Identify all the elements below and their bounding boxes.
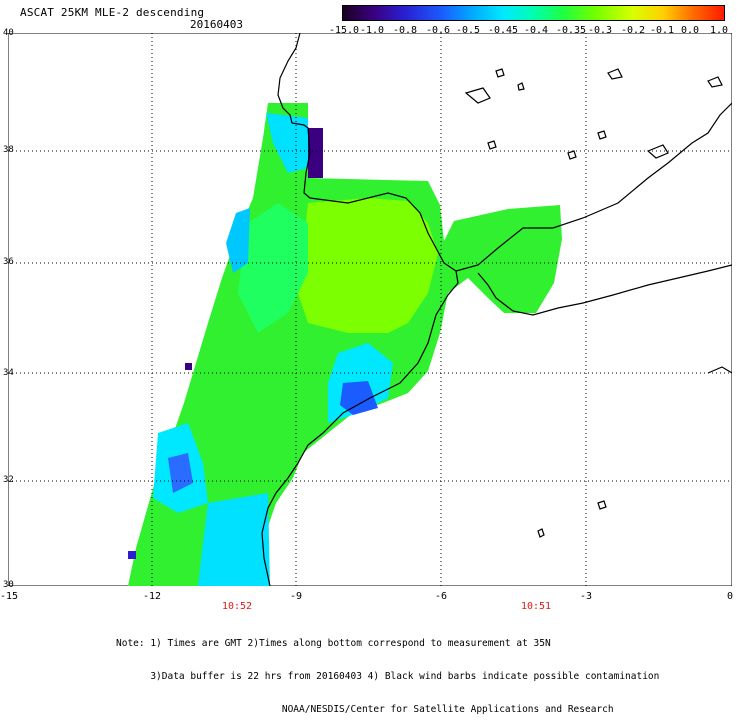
swath-cyan-edge: [226, 208, 250, 273]
note-line: 3)Data buffer is 22 hrs from 20160403 4)…: [116, 671, 660, 682]
lon-label: -12: [142, 591, 162, 602]
swath-purple-dot: [185, 363, 192, 370]
cb-label: -0.2: [620, 25, 646, 36]
lat-label: 32: [3, 475, 14, 485]
cb-label: -1.0: [359, 25, 385, 36]
cb-label: -0.1: [649, 25, 675, 36]
cb-label: 0.0: [680, 25, 700, 36]
swath-blue-dot: [128, 551, 136, 559]
swath-purple: [308, 128, 323, 178]
lat-label: 36: [3, 257, 14, 267]
cb-label: -0.35: [555, 25, 587, 36]
swath-greenyellow: [298, 198, 438, 333]
footer-note: Note: 1) Times are GMT 2)Times along bot…: [116, 616, 659, 726]
cb-label: 1.0: [709, 25, 729, 36]
map-area: [8, 33, 732, 586]
lon-label: -3: [579, 591, 593, 602]
cb-label: -0.45: [487, 25, 519, 36]
colorbar-labels: -15.0 -1.0 -0.8 -0.6 -0.5 -0.45 -0.4 -0.…: [328, 25, 730, 37]
chart-date: 20160403: [190, 18, 243, 31]
cb-label: -0.4: [523, 25, 549, 36]
note-line: Note: 1) Times are GMT 2)Times along bot…: [116, 638, 551, 649]
lon-label: -15: [0, 591, 19, 602]
colorbar: [342, 5, 725, 21]
lon-label: 0: [726, 591, 734, 602]
note-line: NOAA/NESDIS/Center for Satellite Applica…: [116, 704, 614, 715]
cb-label: -15.0: [328, 25, 360, 36]
graticule: [8, 33, 732, 586]
swath-fill: [128, 103, 562, 586]
swath-blue-sw: [168, 453, 193, 493]
swath-cyan-north: [266, 113, 308, 173]
swath-blue-coast: [340, 381, 378, 415]
pass-time: 10:51: [520, 601, 552, 612]
swath-data: [128, 103, 562, 586]
cb-label: -0.3: [587, 25, 613, 36]
coastline: [261, 33, 732, 586]
lat-label: 34: [3, 368, 14, 378]
lat-label: 38: [3, 145, 14, 155]
cb-label: -0.5: [455, 25, 481, 36]
lon-label: -9: [289, 591, 303, 602]
lat-label: 40: [3, 28, 14, 38]
lon-label: -6: [434, 591, 448, 602]
lat-label: 30: [3, 580, 14, 590]
cb-label: -0.6: [425, 25, 451, 36]
swath-lightgreen: [238, 203, 308, 333]
pass-time: 10:52: [221, 601, 253, 612]
cb-label: -0.8: [392, 25, 418, 36]
swath-cyan-s: [198, 493, 270, 586]
chart-title: ASCAT 25KM MLE-2 descending: [20, 6, 205, 19]
